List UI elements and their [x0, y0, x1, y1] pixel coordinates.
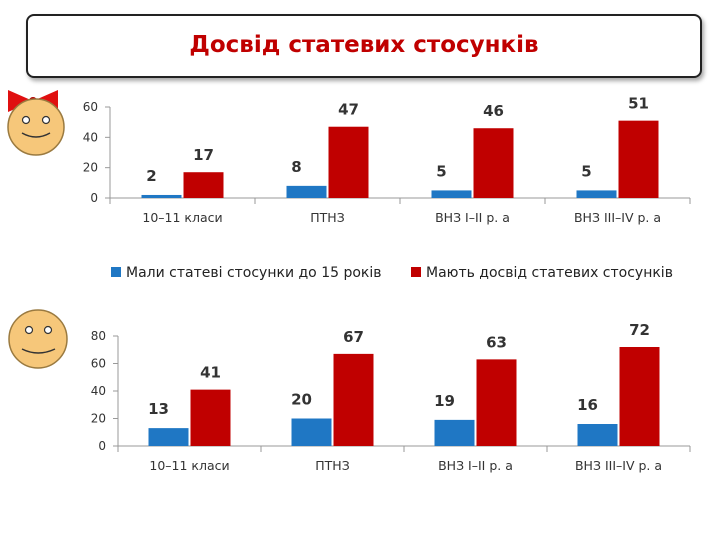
- data-label-series1: 5: [436, 162, 446, 180]
- data-label-series2: 63: [486, 333, 507, 351]
- data-label-series1: 8: [291, 158, 301, 176]
- bar-series1: [577, 424, 618, 446]
- girl-face-icon: [7, 90, 65, 156]
- x-tick-label: 10–11 класи: [149, 458, 229, 473]
- data-label-series2: 67: [343, 328, 364, 346]
- y-tick-label: 80: [91, 329, 106, 343]
- data-label-series1: 5: [581, 162, 591, 180]
- y-tick-label: 20: [83, 161, 98, 175]
- x-tick-label: ВНЗ I–II р. а: [438, 458, 513, 473]
- data-label-series2: 51: [628, 95, 649, 113]
- y-tick-label: 20: [91, 412, 106, 426]
- x-tick-label: ВНЗ III–IV р. а: [574, 210, 661, 225]
- bar-series2: [190, 389, 231, 446]
- bar-series2: [473, 128, 514, 198]
- title-box: Досвід статевих стосунків: [26, 14, 702, 78]
- bar-series1: [431, 190, 472, 198]
- chart-1: 0 20 40 60 10–11 класи ПТНЗ ВНЗ I–II р. а ВНЗ I…: [83, 95, 691, 225]
- data-label-series2: 47: [338, 101, 359, 119]
- y-tick-label: 60: [83, 100, 98, 114]
- bar-series2: [328, 126, 369, 198]
- bar-series1: [576, 190, 617, 198]
- legend-swatch-series2: [411, 267, 421, 277]
- data-label-series2: 46: [483, 102, 504, 120]
- legend-swatch-series1: [111, 267, 121, 277]
- bar-series2: [183, 172, 224, 198]
- x-tick-label: ПТНЗ: [310, 210, 344, 225]
- data-label-series1: 16: [577, 396, 598, 414]
- data-label-series2: 41: [200, 364, 221, 382]
- data-label-series2: 72: [629, 321, 650, 339]
- legend-label-series1: Мали статеві стосунки до 15 років: [126, 265, 382, 281]
- x-tick-label: ВНЗ I–II р. а: [435, 210, 510, 225]
- bar-series1: [434, 419, 475, 446]
- x-tick-label: ПТНЗ: [315, 458, 349, 473]
- data-label-series1: 19: [434, 392, 455, 410]
- data-label-series1: 20: [291, 391, 312, 409]
- bar-series1: [291, 418, 332, 446]
- data-label-series2: 17: [193, 146, 214, 164]
- chart-2: 0 20 40 60 80 10–11 класи ПТНЗ ВНЗ I–II р. а ВНЗ…: [91, 321, 691, 473]
- legend-label-series2: Мають досвід статевих стосунків: [426, 265, 673, 281]
- data-label-series1: 13: [148, 400, 169, 418]
- bar-series2: [476, 359, 517, 446]
- y-tick-label: 0: [90, 191, 98, 205]
- page-title: Досвід статевих стосунків: [189, 32, 539, 58]
- boy-face-icon: [8, 309, 68, 369]
- x-tick-label: 10–11 класи: [142, 210, 222, 225]
- bar-series2: [619, 347, 660, 446]
- legend: Мали статеві стосунки до 15 років Мають …: [111, 265, 673, 281]
- bar-series2: [618, 120, 659, 198]
- y-tick-label: 0: [98, 439, 106, 453]
- y-tick-label: 60: [91, 357, 106, 371]
- x-tick-label: ВНЗ III–IV р. а: [575, 458, 662, 473]
- bar-series1: [286, 185, 327, 198]
- y-tick-label: 40: [91, 384, 106, 398]
- bar-series1: [148, 428, 189, 446]
- bar-series2: [333, 353, 374, 446]
- y-tick-label: 40: [83, 130, 98, 144]
- data-label-series1: 2: [146, 167, 156, 185]
- bar-series1: [141, 194, 182, 198]
